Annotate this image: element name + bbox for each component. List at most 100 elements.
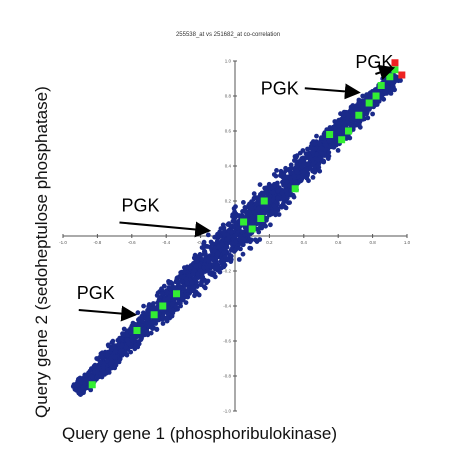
cloud-point [124,337,130,343]
cloud-point [170,296,176,302]
trend-point [318,145,324,152]
green-point [345,127,353,135]
cloud-point [194,258,200,264]
cloud-point [209,256,215,261]
trend-point [301,161,307,167]
pgk-arrow [78,305,138,322]
cloud-point [89,374,95,379]
cloud-point [86,370,91,376]
cloud-point [192,291,198,297]
cloud-point [169,301,175,307]
cloud-point [170,284,176,290]
cloud-point [241,200,246,205]
x-axis-label: Query gene 1 (phosphoribulokinase) [62,424,338,443]
cloud-point [391,80,397,86]
cloud-point [201,265,207,271]
cloud-point [105,342,111,348]
cloud-point [220,222,226,228]
cloud-point [251,210,257,216]
cloud-point [323,143,329,148]
cloud-point [183,300,189,305]
trend-point [129,336,135,342]
cloud-point [228,223,233,229]
y-tick-label: -1.0 [223,409,231,414]
cloud-point [318,135,324,141]
cloud-point [168,308,174,314]
cloud-point [191,284,196,290]
cloud-point [370,111,375,117]
cloud-point [281,172,287,178]
cloud-point [212,248,217,254]
cloud-point [226,234,232,240]
cloud-point [94,356,100,361]
cloud-point [199,280,204,286]
green-point [159,302,167,310]
cloud-point [356,102,362,108]
cloud-point [208,245,214,251]
cloud-point [251,195,257,201]
x-tick-label: 1.0 [404,240,411,245]
cloud-point [119,352,125,358]
cloud-point [88,387,94,393]
green-point [365,99,373,107]
x-tick-label: 0.2 [266,240,273,245]
cloud-point [305,161,311,167]
cloud-point [184,264,190,270]
cloud-point [196,292,202,298]
cloud-point [340,125,346,131]
green-point [257,215,265,222]
pgk-label: PGK [77,283,115,303]
cloud-point [200,274,206,280]
cloud-point [222,254,228,260]
cloud-point [294,168,300,174]
cloud-point [300,148,306,153]
cloud-point [212,234,218,240]
cloud-point [201,241,207,247]
cloud-point [192,276,198,282]
cloud-point [271,203,277,209]
x-tick-label: -0.8 [94,240,102,245]
cloud-point [195,271,201,277]
cloud-point [226,252,232,257]
cloud-point [119,348,124,354]
green-point [386,73,394,81]
cloud-point [249,199,254,205]
cloud-point [212,274,218,280]
y-tick-label: -0.2 [223,269,231,274]
cloud-point [248,237,254,243]
trend-point [249,215,255,222]
cloud-point [247,212,253,217]
cloud-point [278,204,284,209]
cloud-point [310,175,316,180]
cloud-point [301,170,307,175]
cloud-point [233,204,238,210]
cloud-point [314,151,320,157]
cloud-point [257,182,263,188]
cloud-point [326,138,332,144]
cloud-point [139,315,145,320]
trend-point [335,128,341,134]
cloud-point [248,203,254,209]
cloud-point [316,162,321,168]
cloud-point [243,209,249,215]
cloud-point [351,116,357,122]
cloud-point [159,291,165,297]
cloud-point [305,172,310,178]
cloud-point [192,252,198,258]
cloud-point [335,148,341,153]
cloud-point [322,151,327,157]
x-tick-label: 0.4 [301,240,308,245]
cloud-point [220,230,226,236]
trend-point [146,320,152,327]
cloud-point [210,270,215,275]
y-tick-label: -0.4 [223,304,231,309]
cloud-point [255,206,261,212]
cloud-point [124,351,129,357]
cloud-point [232,247,238,253]
cloud-point [388,91,394,96]
cloud-point [238,246,243,252]
cloud-point [244,232,250,237]
cloud-point [252,237,258,243]
